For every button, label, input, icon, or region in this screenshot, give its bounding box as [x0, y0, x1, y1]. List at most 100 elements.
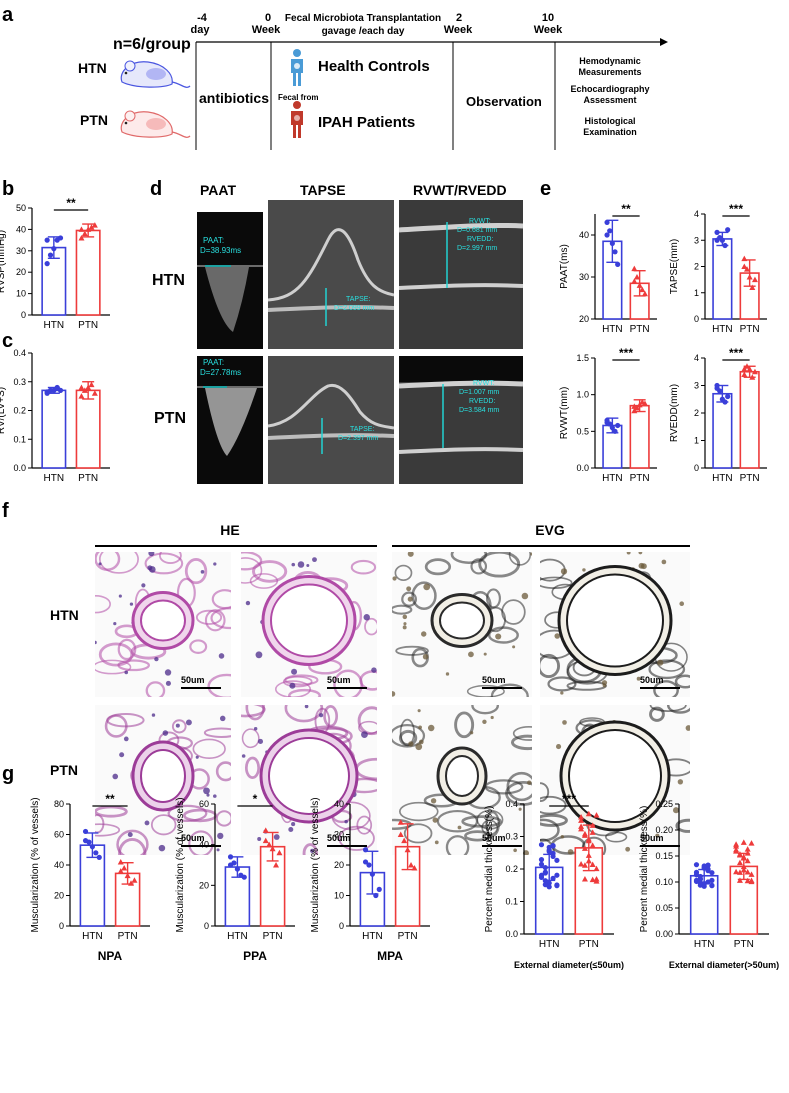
fmt-title: Fecal Microbiota Transplantation	[284, 13, 442, 24]
data-point	[550, 850, 556, 856]
scale-bar-label: 50um	[327, 675, 351, 685]
data-point	[82, 828, 89, 835]
data-point	[44, 237, 50, 243]
y-tick-label: 0	[59, 921, 64, 931]
ptn-tapse-value: D=2.397 mm	[338, 435, 379, 442]
f-evg-bracket	[392, 545, 690, 547]
data-point	[743, 363, 750, 369]
y-tick-label: 30	[579, 272, 589, 282]
data-point	[736, 869, 743, 875]
y-axis-label: Muscularization (% of vessels)	[175, 797, 186, 932]
data-point	[639, 286, 646, 293]
y-axis-label: Muscularization (% of vessels)	[310, 797, 321, 932]
x-tick-label: HTN	[712, 324, 733, 335]
data-point	[705, 879, 711, 885]
x-tick-label: PTN	[579, 939, 599, 950]
data-point	[740, 854, 747, 860]
y-tick-label: 0.1	[13, 434, 26, 444]
y-tick-label: 1.0	[576, 390, 589, 400]
ptn-paat-label: PAAT:	[203, 358, 225, 367]
htn-mouse-icon	[120, 60, 191, 88]
y-tick-label: 80	[54, 799, 64, 809]
data-point	[744, 877, 751, 884]
scale-bar-line	[640, 687, 680, 689]
htn-rvedd-label: RVEDD:	[467, 236, 494, 243]
data-point	[631, 403, 638, 409]
panel-label-c: c	[2, 330, 14, 352]
x-tick-label: HTN	[227, 931, 248, 942]
data-point	[51, 246, 57, 252]
data-point	[589, 822, 596, 828]
scale-bar-line	[181, 845, 221, 847]
measurement-echo: Echocardiography Assessment	[570, 84, 650, 105]
y-tick-label: 1	[694, 288, 699, 298]
data-point	[714, 237, 720, 243]
data-point	[369, 871, 375, 877]
data-point	[733, 868, 740, 875]
data-point	[44, 389, 50, 395]
hist-htn-he-1: 50um	[95, 552, 231, 697]
data-point	[581, 875, 588, 882]
data-point	[78, 384, 85, 390]
x-tick-label: PTN	[630, 473, 650, 484]
group-ptn-label: PTN	[80, 112, 108, 128]
data-point	[741, 263, 748, 269]
bar-htn	[712, 392, 733, 469]
data-point	[234, 866, 240, 872]
data-point	[733, 848, 740, 854]
us-ptn-paat: PAAT: D=27.78ms	[197, 356, 263, 484]
x-axis-label: PPA	[243, 949, 267, 963]
data-point	[585, 857, 592, 864]
healthy-donor-icon	[291, 49, 303, 86]
data-point	[612, 428, 618, 434]
data-point	[740, 863, 747, 870]
x-tick-label: PTN	[118, 931, 138, 942]
data-point	[636, 401, 643, 408]
data-point	[542, 878, 548, 884]
y-tick-label: 0	[339, 921, 344, 931]
x-tick-label: PTN	[398, 931, 418, 942]
data-point	[266, 841, 273, 848]
y-axis-label: Percent medial thickness(%)	[639, 806, 650, 933]
y-tick-label: 4	[694, 353, 699, 363]
data-point	[612, 249, 618, 255]
y-tick-label: 20	[334, 860, 344, 870]
y-tick-label: 1	[694, 436, 699, 446]
data-point	[585, 852, 592, 858]
data-point	[633, 274, 640, 280]
data-point	[89, 844, 95, 850]
x-tick-label: HTN	[602, 324, 623, 335]
data-point	[741, 255, 748, 262]
y-tick-label: 30	[16, 246, 26, 256]
data-point	[705, 866, 711, 872]
data-point	[725, 393, 731, 400]
data-point	[554, 872, 560, 878]
data-point	[749, 284, 756, 290]
data-point	[128, 880, 135, 886]
scale-bar-label: 50um	[327, 833, 351, 843]
data-point	[740, 866, 747, 873]
y-tick-label: 0.0	[13, 463, 26, 473]
tp-0-unit: Week	[251, 24, 281, 36]
data-point	[604, 219, 610, 225]
chart-h-large: 0.00 0.05 0.10 0.15 0.20 0.25 Percent medial t…	[639, 799, 779, 970]
d-col-rvwt: RVWT/RVEDD	[413, 182, 507, 198]
ptn-rvedd-label: RVEDD:	[469, 398, 496, 405]
data-point	[593, 875, 600, 882]
data-point	[91, 390, 98, 396]
significance-label: ***	[619, 346, 633, 360]
us-ptn-tapse: TAPSE: D=2.397 mm	[268, 356, 394, 484]
data-point	[585, 836, 592, 842]
x-tick-label: HTN	[44, 473, 65, 484]
scale-bar-line	[482, 687, 522, 689]
y-tick-label: 0.3	[13, 377, 26, 387]
tp-2-unit: Week	[443, 24, 473, 36]
data-point	[751, 368, 758, 375]
x-tick-label: PTN	[263, 931, 283, 942]
data-point	[593, 812, 600, 818]
chart-g-mpa: 0 10 20 30 40 Muscularization (% of vessels) H…	[310, 797, 430, 963]
chart-e-tapse: 0 1 2 3 4 TAPSE(mm) HTN PTN ***	[669, 202, 767, 335]
hist-ptn-he-1: 50um	[95, 705, 231, 855]
scale-bar-label: 50um	[640, 833, 664, 843]
data-point	[581, 862, 588, 868]
